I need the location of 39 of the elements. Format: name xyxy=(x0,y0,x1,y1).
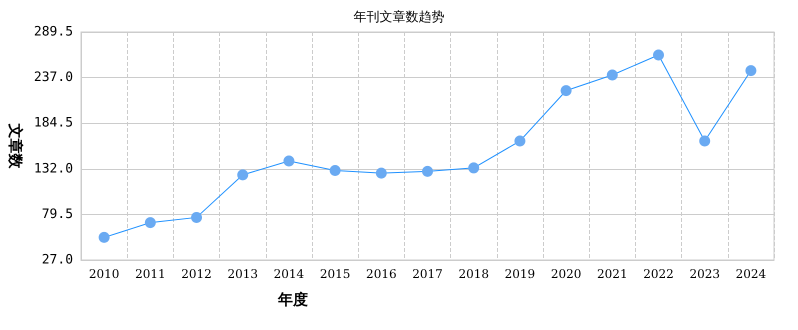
point xyxy=(283,155,294,166)
y-tick-label: 237.0 xyxy=(34,70,74,86)
x-tick-label: 2017 xyxy=(412,267,443,281)
x-tick-label: 2012 xyxy=(181,267,212,281)
point xyxy=(653,50,664,61)
x-tick-label: 2020 xyxy=(550,267,582,281)
x-tick-label: 2010 xyxy=(88,267,120,281)
x-tick-label: 2018 xyxy=(458,267,489,281)
x-tick-label: 2016 xyxy=(366,267,397,281)
x-tick-label: 2023 xyxy=(689,267,720,281)
point xyxy=(191,212,202,223)
point xyxy=(376,168,387,179)
x-tick-label: 2021 xyxy=(597,267,628,281)
y-tick-label: 184.5 xyxy=(34,116,74,131)
y-axis-title: 文章数 xyxy=(6,122,24,170)
point xyxy=(330,165,341,176)
chart-title: 年刊文章数趋势 xyxy=(354,10,444,25)
point xyxy=(98,232,110,243)
point xyxy=(699,136,710,147)
x-tick-label: 2024 xyxy=(736,267,767,281)
point xyxy=(606,69,618,80)
y-tick-label: 289.5 xyxy=(34,24,74,40)
y-tick-label: 27.0 xyxy=(42,252,74,268)
point xyxy=(560,85,572,96)
point xyxy=(144,217,156,228)
x-tick-label: 2014 xyxy=(274,267,305,281)
y-tick-label: 79.5 xyxy=(42,206,74,222)
point xyxy=(514,136,526,147)
x-axis-title: 年度 xyxy=(277,290,308,308)
point xyxy=(237,169,248,180)
x-tick-label: 2011 xyxy=(135,267,166,281)
point xyxy=(422,166,434,177)
point xyxy=(468,162,480,174)
point xyxy=(745,65,756,76)
x-tick-label: 2022 xyxy=(643,267,674,281)
y-tick-label: 132.0 xyxy=(34,161,74,176)
x-tick-label: 2019 xyxy=(504,267,536,281)
x-tick-label: 2013 xyxy=(227,267,258,281)
x-tick-label: 2015 xyxy=(320,267,350,281)
